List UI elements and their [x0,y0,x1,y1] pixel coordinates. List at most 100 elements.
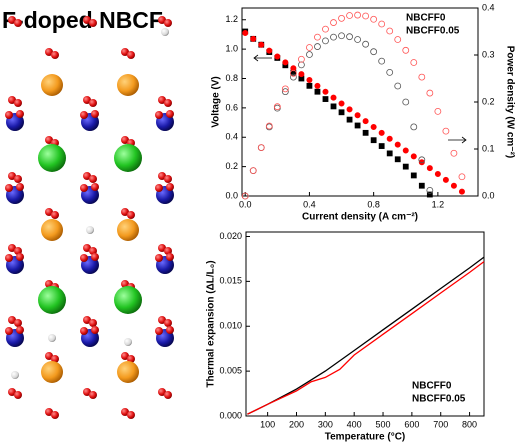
atom [91,253,99,261]
atom [158,172,166,180]
atom [80,111,88,119]
marker [354,11,361,19]
atom [16,326,24,334]
marker [281,85,289,93]
x-tick-label: 0.0 [239,199,252,209]
x-tick-label: 600 [404,419,419,429]
marker [306,76,313,83]
marker [434,170,441,177]
y2-tick-label: 0.3 [482,49,495,59]
marker [450,182,457,189]
atom [91,326,99,334]
marker [298,61,305,69]
atom [155,327,163,335]
atom [8,244,16,252]
marker [402,98,410,106]
atom [166,326,174,334]
y-axis-label: Voltage (V) [211,76,222,127]
atom [51,51,59,59]
atom [83,172,91,180]
atom [164,391,172,399]
atom [155,184,163,192]
marker [354,36,361,43]
marker [394,156,401,163]
atom [117,219,139,241]
marker [370,137,377,144]
crystal-structure [5,16,174,419]
marker [273,103,281,111]
atom [117,361,139,383]
atom [121,280,129,288]
chart-thermal-expansion: 100 200 300 400 500 600 700 800 0.000 0.005 0.010 0… [206,231,485,443]
atom [166,110,174,118]
marker [450,149,458,157]
atom [124,338,132,346]
x-tick-label: 100 [260,419,275,429]
atom [127,355,135,363]
atom [127,51,135,59]
atom [14,319,22,327]
atom [158,388,166,396]
atom [41,361,63,383]
marker [362,40,370,48]
plot-frame [245,231,485,417]
marker [378,129,385,136]
y2-tick-label: 0.1 [482,143,495,153]
x-tick-label: 0.8 [367,199,380,209]
marker [322,88,329,95]
atom [155,111,163,119]
x-tick-label: 800 [462,419,477,429]
atom [83,316,91,324]
atom [45,136,53,144]
marker [242,29,249,36]
marker [330,103,337,110]
marker [386,27,394,35]
marker [314,43,321,50]
atom [86,226,94,234]
x-tick-label: 200 [289,419,304,429]
atom [89,19,97,27]
marker [289,69,297,77]
x-tick-label: 0.4 [303,199,316,209]
atom [5,254,13,262]
atom [41,74,63,96]
y-tick-label: 0.010 [219,321,242,331]
marker [346,12,353,19]
legend-label: NBCFF0.05 [412,394,466,405]
marker [434,108,442,115]
atom [5,184,13,192]
atom [89,391,97,399]
atom [166,183,174,191]
marker [370,123,377,130]
marker [354,122,361,129]
marker [273,104,281,112]
atom [80,254,88,262]
atom [5,327,13,335]
marker [402,163,409,170]
atom [45,208,53,216]
atom [164,175,172,183]
marker [346,106,353,113]
marker [314,33,321,41]
marker [418,159,425,166]
marker [330,33,337,41]
marker [281,88,289,96]
y-tick-label: 1.2 [225,14,238,24]
marker [442,127,450,135]
annotation-arrow [253,54,272,62]
y-tick-label: 0.0 [225,190,238,200]
marker [338,14,345,22]
atom [14,391,22,399]
marker [249,167,257,175]
x-tick-label: 700 [433,419,448,429]
marker [386,135,393,142]
marker [370,48,378,56]
marker [394,36,402,43]
y2-tick-label: 0.4 [482,2,495,12]
marker [378,20,386,28]
marker [458,173,466,181]
marker [241,192,249,200]
atom [83,96,91,104]
y2-axis-label: Power density (W cm⁻²) [504,46,515,159]
atom [158,244,166,252]
